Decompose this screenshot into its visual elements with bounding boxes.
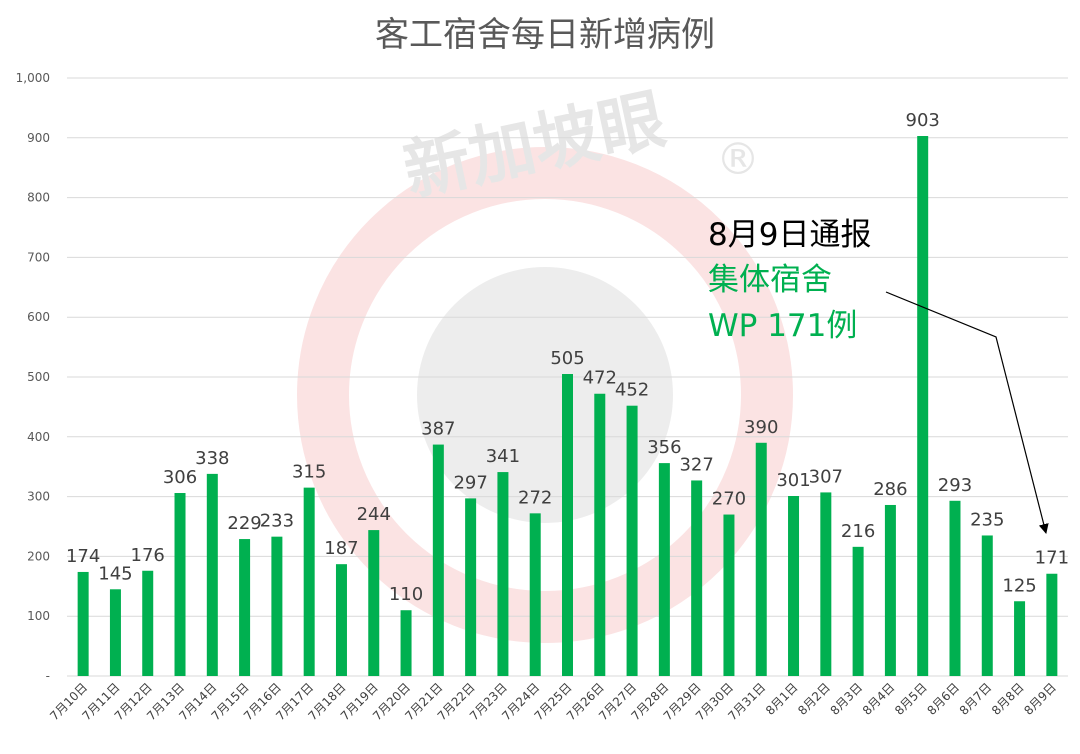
annotation-date: 8月9日通报 (708, 217, 871, 253)
y-tick-label: 100 (27, 609, 50, 623)
bar (1046, 573, 1058, 676)
bar (497, 472, 509, 676)
chart-title: 客工宿舍每日新增病例 (375, 15, 715, 55)
bar (788, 496, 800, 676)
y-tick-label: 300 (27, 490, 50, 504)
data-label: 390 (744, 417, 778, 438)
data-label: 270 (712, 489, 746, 510)
data-label: 472 (583, 368, 617, 389)
bar (109, 589, 121, 676)
x-tick-label: 8月3日 (828, 680, 866, 718)
data-label: 903 (906, 110, 940, 131)
bar (432, 444, 444, 676)
watermark: 新加坡眼 ® (297, 80, 793, 643)
bar (529, 513, 541, 676)
y-tick-label: - (46, 669, 50, 683)
x-tick-label: 8月7日 (957, 680, 995, 718)
data-label: 297 (453, 472, 487, 493)
bar (723, 514, 735, 676)
bar (77, 571, 89, 676)
data-label: 327 (679, 454, 713, 475)
data-label: 387 (421, 419, 455, 440)
annotation-count: WP 171例 (708, 308, 857, 344)
x-tick-label: 8月9日 (1021, 680, 1059, 718)
data-label: 307 (809, 466, 843, 487)
x-tick-label: 8月8日 (989, 680, 1027, 718)
data-label: 235 (970, 509, 1004, 530)
data-label: 505 (550, 348, 584, 369)
annotation-arrow (885, 291, 1049, 534)
data-label: 171 (1035, 548, 1069, 569)
bar (658, 463, 670, 676)
data-label: 216 (841, 521, 875, 542)
data-label: 452 (615, 380, 649, 401)
annotation-category: 集体宿舍 (708, 262, 832, 298)
y-tick-label: 900 (27, 131, 50, 145)
bar (271, 536, 283, 676)
bar (917, 136, 929, 677)
data-label: 145 (98, 563, 132, 584)
bar (142, 570, 154, 676)
bar (174, 493, 186, 676)
bar (949, 500, 961, 676)
bar (755, 442, 767, 676)
bar (400, 610, 412, 676)
data-label: 341 (486, 446, 520, 467)
x-tick-label: 8月5日 (892, 680, 930, 718)
y-tick-label: 200 (27, 549, 50, 563)
data-label: 233 (260, 511, 294, 532)
data-label: 301 (776, 470, 810, 491)
data-label: 272 (518, 487, 552, 508)
bar (691, 480, 703, 676)
y-tick-label: 800 (27, 191, 50, 205)
y-axis: - 100 200 300 400 500 600 700 800 900 1,000 (16, 71, 50, 683)
x-tick-label: 8月2日 (795, 680, 833, 718)
y-tick-label: 400 (27, 430, 50, 444)
watermark-registered-mark: ® (716, 134, 760, 185)
x-axis: 7月10日7月11日7月12日7月13日7月14日7月15日7月16日7月17日… (47, 680, 1059, 723)
data-label: 244 (357, 504, 391, 525)
data-label: 125 (1002, 575, 1036, 596)
bar (626, 405, 638, 676)
data-label: 110 (389, 584, 423, 605)
bar (820, 492, 832, 676)
y-tick-label: 700 (27, 250, 50, 264)
data-label: 306 (163, 467, 197, 488)
bar (562, 374, 573, 676)
bar (368, 530, 380, 676)
x-tick-label: 8月1日 (763, 680, 801, 718)
data-label: 187 (324, 538, 358, 559)
y-tick-label: 1,000 (16, 71, 50, 85)
data-label: 229 (227, 513, 261, 534)
bars (77, 136, 1058, 677)
data-label: 315 (292, 462, 326, 483)
bar (852, 546, 864, 676)
data-label: 174 (66, 546, 100, 567)
bar (981, 535, 993, 676)
bar (303, 487, 315, 676)
x-tick-label: 8月6日 (924, 680, 962, 718)
bar (239, 539, 251, 676)
bar (465, 498, 477, 676)
data-label: 293 (938, 475, 972, 496)
bar (335, 564, 347, 676)
annotation: 8月9日通报 集体宿舍 WP 171例 (708, 217, 1049, 534)
data-label: 338 (195, 448, 229, 469)
bar (206, 473, 218, 676)
bar (884, 504, 896, 676)
data-label: 356 (647, 437, 681, 458)
y-tick-label: 500 (27, 370, 50, 384)
bar (1014, 601, 1026, 676)
x-tick-label: 8月4日 (860, 680, 898, 718)
data-label: 176 (131, 545, 165, 566)
bar (594, 393, 606, 676)
y-tick-label: 600 (27, 310, 50, 324)
data-label: 286 (873, 479, 907, 500)
